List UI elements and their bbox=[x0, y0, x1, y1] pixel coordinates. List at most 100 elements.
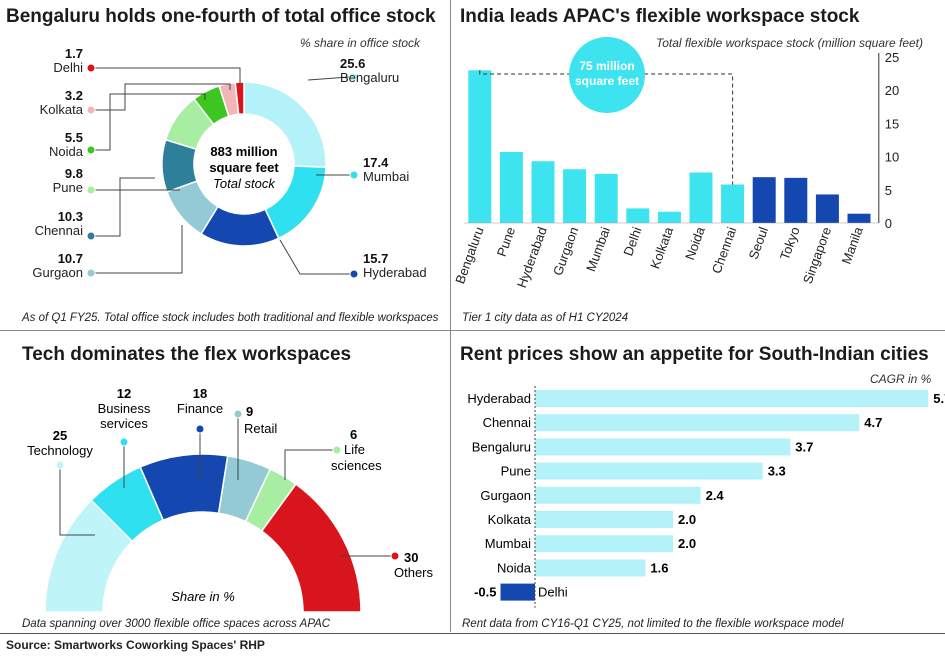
x-label-bengaluru: Bengaluru bbox=[452, 225, 486, 286]
panel2-title: India leads APAC's flexible workspace st… bbox=[460, 6, 860, 27]
panel1-title: Bengaluru holds one-fourth of total offi… bbox=[6, 6, 436, 27]
x-label-chennai: Chennai bbox=[709, 225, 740, 276]
hbar-pune bbox=[535, 462, 763, 480]
half-label-business-services-2: services bbox=[100, 416, 148, 431]
label-dot-kolkata bbox=[86, 105, 96, 115]
y-tick-20: 20 bbox=[885, 83, 899, 98]
half-dot-finance bbox=[195, 424, 205, 434]
connector-hyderabad bbox=[279, 239, 350, 275]
bar-chennai bbox=[721, 184, 745, 223]
slice-label-delhi: Delhi bbox=[53, 60, 83, 75]
callout-line1: 75 million bbox=[579, 59, 634, 73]
half-label-life-sciences: Life bbox=[344, 442, 365, 457]
hbar-mumbai bbox=[535, 535, 673, 553]
x-label-pune: Pune bbox=[494, 225, 518, 259]
value-label-bengaluru: 25.6 bbox=[340, 56, 365, 71]
y-tick-0: 0 bbox=[885, 216, 892, 231]
panel3-note: Data spanning over 3000 flexible office … bbox=[22, 618, 331, 630]
label-dot-gurgaon bbox=[86, 268, 96, 278]
half-slice-others bbox=[260, 483, 362, 613]
half-dot-technology bbox=[55, 460, 65, 470]
slice-label-mumbai: Mumbai bbox=[363, 169, 409, 184]
value-label-pune: 9.8 bbox=[65, 166, 83, 181]
hbar-value-chennai: 4.7 bbox=[864, 415, 882, 430]
label-dot-mumbai bbox=[349, 170, 359, 180]
x-label-seoul: Seoul bbox=[746, 225, 772, 261]
label-dot-bengaluru bbox=[348, 72, 358, 82]
hbar-label-chennai: Chennai bbox=[483, 415, 532, 430]
x-label-mumbai: Mumbai bbox=[583, 225, 613, 274]
panel1-note: As of Q1 FY25. Total office stock includ… bbox=[22, 312, 439, 324]
bar-delhi bbox=[626, 208, 650, 223]
hbar-bengaluru bbox=[535, 438, 791, 456]
center-line2: square feet bbox=[209, 160, 279, 175]
bar-hyderabad bbox=[531, 161, 555, 223]
y-tick-25: 25 bbox=[885, 50, 899, 65]
panel2-note: Tier 1 city data as of H1 CY2024 bbox=[462, 312, 629, 324]
bar-singapore bbox=[815, 194, 839, 223]
bar-mumbai bbox=[594, 173, 618, 223]
bar-noida bbox=[689, 172, 713, 223]
half-label-technology: Technology bbox=[27, 443, 93, 458]
connector-bengaluru bbox=[307, 76, 350, 81]
hbar-label-mumbai: Mumbai bbox=[485, 536, 531, 551]
label-dot-chennai bbox=[86, 231, 96, 241]
panel2-subtitle: Total flexible workspace stock (million … bbox=[656, 36, 924, 50]
bar-bengaluru bbox=[468, 70, 492, 223]
slice-label-hyderabad: Hyderabad bbox=[363, 265, 427, 280]
bar-manila bbox=[847, 213, 871, 223]
hbar-label-noida: Noida bbox=[497, 560, 532, 575]
slice-label-pune: Pune bbox=[53, 180, 83, 195]
value-label-gurgaon: 10.7 bbox=[58, 251, 83, 266]
half-value-life-sciences: 6 bbox=[350, 427, 357, 442]
x-label-gurgaon: Gurgaon bbox=[550, 225, 581, 278]
slice-label-noida: Noida bbox=[49, 144, 84, 159]
panel4-subtitle: CAGR in % bbox=[870, 372, 932, 386]
bottom-divider bbox=[0, 633, 945, 634]
slice-label-gurgaon: Gurgaon bbox=[32, 265, 83, 280]
hbar-label-gurgaon: Gurgaon bbox=[480, 488, 531, 503]
half-label-others: Others bbox=[394, 565, 434, 580]
label-dot-noida bbox=[86, 145, 96, 155]
bar-pune bbox=[499, 151, 523, 223]
value-label-noida: 5.5 bbox=[65, 130, 83, 145]
hbar-label-bengaluru: Bengaluru bbox=[472, 439, 531, 454]
connector-kolkata bbox=[95, 83, 231, 111]
half-value-business-services: 12 bbox=[117, 386, 131, 401]
connector-gurgaon bbox=[95, 225, 183, 274]
x-label-delhi: Delhi bbox=[620, 225, 644, 258]
y-tick-5: 5 bbox=[885, 183, 892, 198]
value-label-hyderabad: 15.7 bbox=[363, 251, 388, 266]
connector-chennai bbox=[95, 177, 155, 237]
callout-line2: square feet bbox=[575, 74, 639, 88]
center-line3: Total stock bbox=[213, 176, 276, 191]
source-note: Source: Smartworks Coworking Spaces' RHP bbox=[6, 638, 265, 652]
panel1-subtitle: % share in office stock bbox=[300, 36, 421, 50]
hbar-value-mumbai: 2.0 bbox=[678, 536, 696, 551]
callout-circle bbox=[569, 37, 645, 113]
hbar-value-noida: 1.6 bbox=[650, 560, 668, 575]
hbar-value-kolkata: 2.0 bbox=[678, 512, 696, 527]
x-label-hyderabad: Hyderabad bbox=[514, 225, 550, 290]
x-label-manila: Manila bbox=[839, 224, 866, 266]
half-dot-business-services bbox=[119, 437, 129, 447]
hbar-value-bengaluru: 3.7 bbox=[795, 439, 813, 454]
horizontal-divider bbox=[0, 330, 945, 331]
rent-cagr-bar-chart: Hyderabad 5.7 Chennai 4.7 Bengaluru 3.7 Pune 3.… bbox=[467, 386, 945, 608]
hbar-hyderabad bbox=[535, 390, 929, 407]
x-label-tokyo: Tokyo bbox=[777, 225, 803, 262]
connector-noida bbox=[95, 93, 206, 151]
hbar-value-delhi: -0.5 bbox=[474, 585, 496, 600]
half-dot-retail bbox=[233, 409, 243, 419]
x-label-kolkata: Kolkata bbox=[647, 224, 676, 271]
hbar-label-pune: Pune bbox=[501, 464, 531, 479]
hbar-delhi bbox=[500, 583, 535, 601]
x-label-singapore: Singapore bbox=[800, 225, 834, 286]
callout-bracket bbox=[479, 70, 734, 185]
vertical-divider bbox=[450, 0, 451, 632]
half-label-business-services: Business bbox=[98, 401, 151, 416]
hbar-gurgaon bbox=[535, 486, 701, 504]
half-value-retail: 9 bbox=[246, 404, 253, 419]
